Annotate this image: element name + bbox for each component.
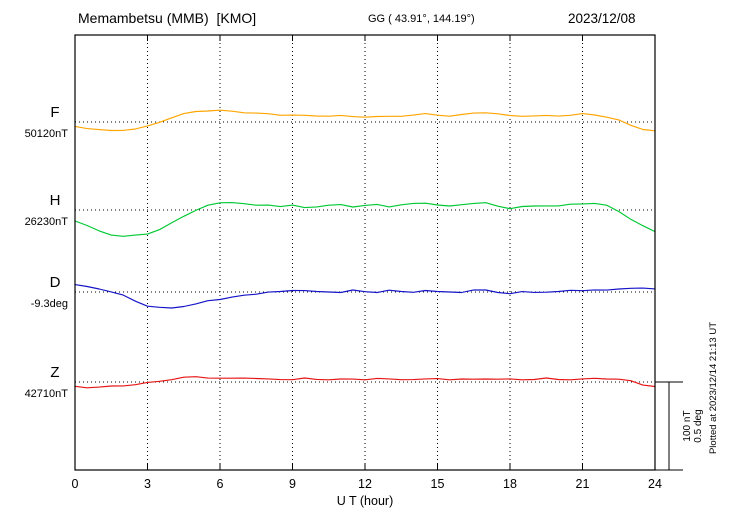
series-baseline-value-D: -9.3deg [31,298,68,310]
x-axis-label: U T (hour) [337,494,394,508]
plotted-at-note: Plotted at 2023/12/14 21:13 UT [708,322,719,454]
series-baseline-value-F: 50120nT [25,128,69,140]
x-tick-label-6: 6 [217,477,224,491]
series-labels-group: F 50120nT H 26230nT D -9.3deg Z 42710nT [25,104,69,400]
series-label-F: F [50,104,59,121]
x-tick-label-21: 21 [576,477,590,491]
scale-bracket [655,381,683,471]
series-baseline-value-Z: 42710nT [25,388,69,400]
station-coords: GG ( 43.91°, 144.19°) [368,13,475,25]
plot-frame [74,34,656,471]
x-tick-label-18: 18 [503,477,517,491]
x-tick-label-3: 3 [144,477,151,491]
trace-H [74,202,656,237]
x-tick-label-15: 15 [431,477,445,491]
station-title: Memambetsu (MMB) [KMO] [78,10,256,26]
scale-label-nt: 100 nT [682,410,693,441]
x-tick-label-9: 9 [289,477,296,491]
x-tick-label-0: 0 [72,477,79,491]
series-label-Z: Z [50,364,59,381]
scale-label-deg: 0.5 deg [693,409,704,442]
gridlines-group [74,35,656,470]
trace-F [74,109,656,132]
series-label-H: H [50,192,61,209]
series-baseline-value-H: 26230nT [25,216,69,228]
trace-D [74,284,656,309]
x-tick-label-24: 24 [648,477,662,491]
trace-Z [74,376,656,389]
x-tick-labels-group: 0 3 6 9 12 15 18 21 24 [72,477,662,491]
traces-group [74,109,656,389]
series-label-D: D [50,274,61,291]
x-tick-label-12: 12 [358,477,372,491]
plot-date: 2023/12/08 [568,11,636,26]
